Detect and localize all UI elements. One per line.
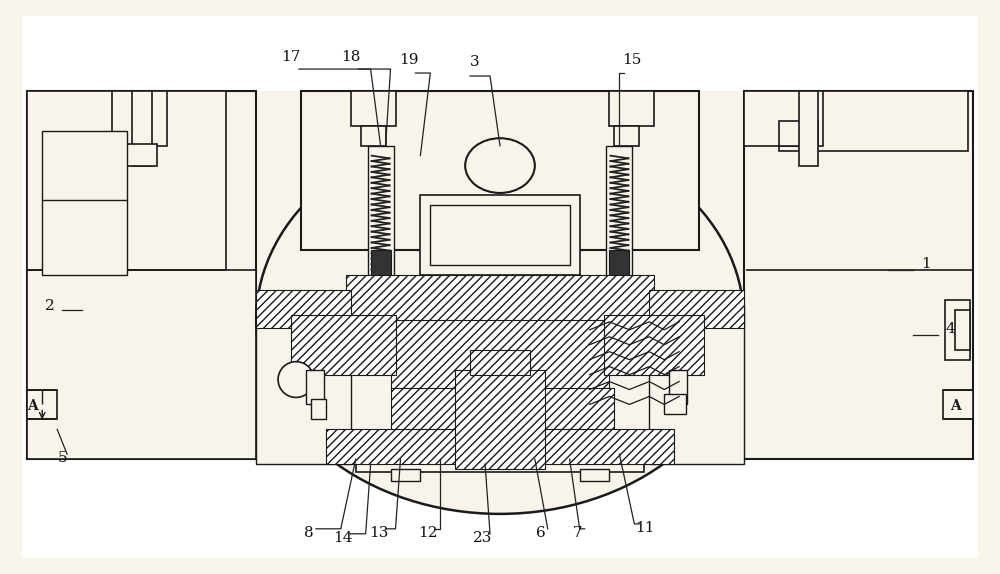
Text: 11: 11 [636,521,655,535]
Bar [256,91,744,459]
Bar [779,121,818,146]
Bar [391,320,609,390]
Bar [27,390,57,420]
Bar [132,91,152,165]
Text: A: A [950,400,961,413]
Bar [430,205,570,265]
Bar [664,394,686,414]
Bar [391,469,420,481]
Bar [361,126,386,146]
Bar [351,91,396,126]
Bar [420,195,580,275]
Bar [256,290,351,328]
Bar [368,146,394,290]
Bar [306,370,324,405]
Text: 17: 17 [281,50,301,64]
Bar [779,91,968,150]
Bar [530,387,614,437]
Bar [606,146,632,290]
Bar [346,275,654,325]
Bar [291,315,396,375]
Bar [27,91,256,459]
Bar [744,91,823,146]
Text: 19: 19 [399,53,418,67]
Text: 6: 6 [536,526,546,540]
Text: 2: 2 [45,299,55,313]
Ellipse shape [465,138,535,193]
Text: 5: 5 [57,451,67,465]
Bar [371,250,391,285]
Bar [943,390,973,420]
Text: 4: 4 [946,322,956,336]
Bar [256,305,351,464]
Bar [955,310,970,350]
Text: 1: 1 [921,257,931,271]
Bar [799,91,818,165]
Bar [669,370,687,405]
Bar [112,91,167,146]
Bar [580,469,609,481]
Bar [455,370,545,469]
Bar [42,131,127,275]
Bar [356,454,644,472]
Text: 13: 13 [369,526,388,540]
Bar [604,315,704,375]
Text: 3: 3 [470,55,480,69]
Bar [609,250,629,285]
Bar [470,350,530,375]
Bar [945,300,970,360]
Ellipse shape [256,126,744,514]
Text: 23: 23 [473,531,493,545]
Bar [27,91,226,270]
Text: A: A [27,400,38,413]
Bar [744,91,973,459]
Text: 18: 18 [341,50,360,64]
Bar [27,270,256,459]
Bar [326,429,674,464]
Bar [609,91,654,126]
Bar [614,126,639,146]
Text: 7: 7 [573,526,582,540]
Bar [301,91,699,250]
Bar [391,387,475,437]
Text: 15: 15 [622,53,641,67]
Bar [649,290,744,328]
Bar [127,144,157,165]
Bar [311,400,326,420]
Circle shape [278,362,314,397]
Text: 8: 8 [304,526,314,540]
Bar [649,305,744,464]
Text: 12: 12 [419,526,438,540]
Text: 14: 14 [333,531,353,545]
